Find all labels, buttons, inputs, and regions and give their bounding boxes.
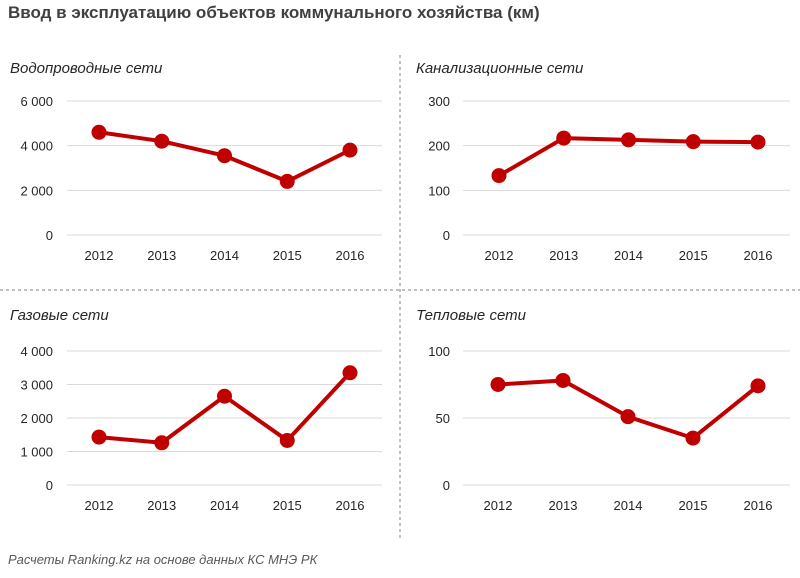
x-tick-label: 2016 (744, 248, 773, 263)
data-point (750, 378, 766, 394)
source-note: Расчеты Ranking.kz на основе данных КС М… (8, 552, 318, 567)
x-tick-label: 2014 (210, 248, 239, 263)
data-point (217, 148, 232, 164)
x-tick-label: 2015 (679, 248, 708, 263)
y-tick-label: 300 (428, 94, 450, 109)
data-point (491, 168, 507, 184)
data-point (342, 365, 358, 381)
data-point (685, 134, 701, 150)
data-point (279, 432, 295, 448)
x-tick-label: 2013 (549, 248, 578, 263)
data-point (342, 142, 358, 158)
x-tick-label: 2013 (147, 248, 176, 263)
data-point (555, 372, 571, 388)
data-point (750, 134, 766, 150)
y-tick-label: 0 (443, 228, 450, 243)
x-tick-label: 2014 (614, 498, 643, 513)
chart-panel-4: Тепловые сети 0 50 100 2012 2013 2014 2015 2016 (416, 307, 790, 513)
y-tick-label: 100 (428, 344, 450, 359)
data-point (556, 130, 572, 146)
y-tick-label: 2 000 (20, 411, 53, 426)
x-tick-label: 2012 (85, 498, 114, 513)
x-tick-label: 2016 (336, 248, 365, 263)
y-tick-label: 4 000 (20, 344, 53, 359)
data-point (154, 435, 170, 451)
y-tick-label: 4 000 (20, 139, 53, 154)
x-tick-label: 2013 (549, 498, 578, 513)
data-point (279, 173, 295, 189)
chart-title: Тепловые сети (416, 307, 527, 324)
data-point (490, 377, 506, 392)
x-tick-label: 2016 (336, 498, 365, 513)
y-tick-label: 100 (428, 183, 450, 198)
data-point (620, 409, 636, 425)
chart-title: Водопроводные сети (10, 60, 163, 77)
data-point (91, 429, 107, 445)
x-tick-label: 2012 (484, 498, 513, 513)
x-tick-label: 2016 (744, 498, 773, 513)
y-tick-label: 3 000 (20, 378, 53, 393)
chart-title: Канализационные сети (416, 60, 584, 77)
y-tick-label: 0 (46, 228, 53, 243)
x-tick-label: 2015 (273, 248, 302, 263)
y-tick-label: 6 000 (20, 94, 53, 109)
data-point (91, 124, 107, 140)
y-tick-label: 0 (443, 478, 450, 493)
x-tick-label: 2012 (485, 248, 514, 263)
data-point (685, 430, 701, 446)
chart-panel-3: Газовые сети 0 1 000 2 000 3 000 4 000 2012 201… (10, 307, 382, 513)
series-line (97, 370, 352, 445)
chart-title: Газовые сети (10, 307, 109, 324)
y-tick-label: 50 (436, 411, 450, 426)
x-tick-label: 2014 (210, 498, 239, 513)
data-point (621, 132, 636, 148)
chart-panel-2: Канализационные сети 0 100 200 300 2012 2013 20… (416, 60, 790, 263)
chart-panel-1: Водопроводные сети 0 2 000 4 000 6 000 2012 20… (10, 60, 382, 263)
y-tick-label: 200 (428, 139, 450, 154)
y-tick-label: 1 000 (20, 445, 53, 460)
x-tick-label: 2015 (679, 498, 708, 513)
x-tick-label: 2015 (273, 498, 302, 513)
y-tick-label: 2 000 (20, 183, 53, 198)
data-point (217, 388, 232, 404)
x-tick-label: 2014 (614, 248, 643, 263)
data-point (154, 133, 170, 149)
x-tick-label: 2012 (85, 248, 114, 263)
page-title: Ввод в эксплуатацию объектов коммунально… (8, 3, 540, 22)
x-tick-label: 2013 (147, 498, 176, 513)
y-tick-label: 0 (46, 478, 53, 493)
